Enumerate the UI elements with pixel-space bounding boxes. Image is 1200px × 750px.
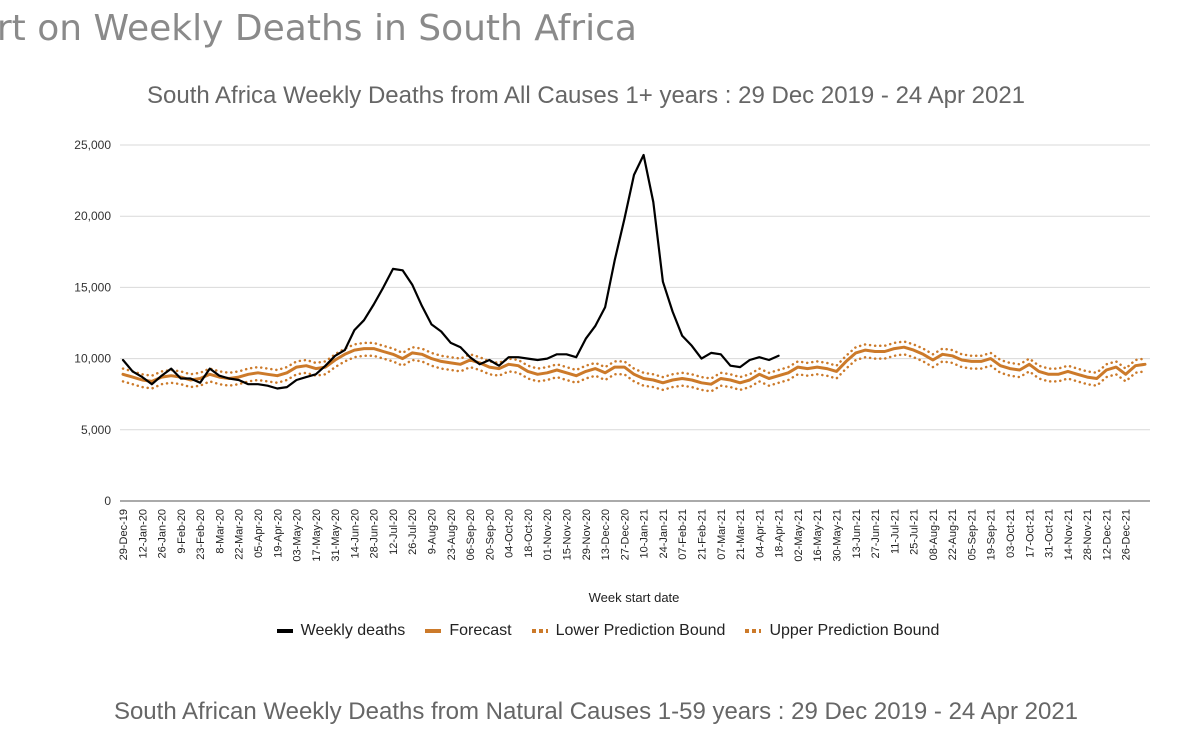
x-tick-label: 17-May-20 [311,509,323,562]
y-tick-label: 15,000 [74,280,111,294]
x-tick-label: 20-Sep-20 [484,509,496,560]
x-tick-label: 9-Feb-20 [176,509,188,554]
legend-item-lower-bound: Lower Prediction Bound [531,622,726,640]
x-tick-label: 13-Jun-21 [851,509,863,559]
x-tick-label: 30-May-21 [832,509,844,562]
forecast-line [121,345,1147,386]
y-tick-label: 0 [104,494,111,508]
x-tick-label: 23-Feb-20 [195,509,207,560]
x-tick-label: 28-Nov-21 [1082,509,1094,560]
x-tick-label: 01-Nov-20 [542,509,554,560]
upper-bound-line [121,340,1147,380]
weekly-deaths-line [121,153,780,390]
legend-swatch-forecast [425,629,442,633]
x-tick-label: 19-Apr-20 [272,509,284,558]
legend: Weekly deaths Forecast Lower Prediction … [0,622,1200,640]
legend-item-weekly-deaths: Weekly deaths [276,622,406,640]
x-tick-label: 31-Oct-21 [1044,509,1056,558]
x-tick-label: 12-Dec-21 [1101,509,1113,560]
x-tick-label: 08-Aug-21 [928,509,940,560]
x-tick-label: 22-Aug-21 [947,509,959,560]
lower-bound-line [121,353,1147,393]
y-axis: 0 5,000 10,000 15,000 20,000 25,000 [74,138,111,508]
x-tick-label: 07-Mar-21 [716,509,728,560]
legend-label-weekly-deaths: Weekly deaths [300,622,406,639]
x-tick-label: 29-Nov-20 [581,509,593,560]
x-tick-label: 25-Jul-21 [909,509,921,555]
x-tick-label: 06-Sep-20 [465,509,477,560]
x-tick-label: 16-May-21 [812,509,824,562]
gridlines [120,144,1150,502]
x-tick-label: 29-Dec-19 [118,509,130,560]
x-tick-label: 21-Mar-21 [735,509,747,560]
x-tick-label: 26-Jul-20 [407,509,419,555]
legend-label-forecast: Forecast [449,622,512,639]
page-title: port on Weekly Deaths in South Africa [0,8,637,49]
x-tick-label: 8-Mar-20 [214,509,226,554]
x-tick-label: 03-Oct-21 [1005,509,1017,558]
x-tick-label: 18-Apr-21 [774,509,786,558]
x-axis: 29-Dec-19 12-Jan-20 26-Jan-20 9-Feb-20 23-Fe… [118,509,1133,562]
x-tick-label: 27-Dec-20 [619,509,631,560]
legend-label-upper-bound: Upper Prediction Bound [769,622,940,639]
x-tick-label: 28-Jun-20 [369,509,381,559]
x-tick-label: 21-Feb-21 [697,509,709,560]
legend-swatch-weekly-deaths [276,629,293,633]
x-tick-label: 18-Oct-20 [523,509,535,558]
series-lines [121,153,1147,393]
y-tick-label: 5,000 [81,423,111,437]
x-tick-label: 10-Jan-21 [639,509,651,559]
legend-label-lower-bound: Lower Prediction Bound [555,622,726,639]
x-tick-label: 9-Aug-20 [427,509,439,554]
x-tick-label: 26-Dec-21 [1121,509,1133,560]
y-tick-label: 10,000 [74,352,111,366]
x-tick-label: 24-Jan-21 [658,509,670,559]
x-tick-label: 07-Feb-21 [677,509,689,560]
x-tick-label: 27-Jun-21 [870,509,882,559]
x-tick-label: 05-Apr-20 [253,509,265,558]
x-tick-label: 17-Oct-21 [1024,509,1036,558]
chart-title: South Africa Weekly Deaths from All Caus… [146,82,1026,109]
x-tick-label: 23-Aug-20 [446,509,458,560]
x-tick-label: 05-Sep-21 [967,509,979,560]
line-chart: 0 5,000 10,000 15,000 20,000 25,000 29-Dec-19… [74,138,1150,605]
x-axis-label: Week start date [589,590,680,605]
y-tick-label: 20,000 [74,209,111,223]
x-tick-label: 04-Apr-21 [754,509,766,558]
legend-swatch-lower-bound [531,629,548,633]
x-tick-label: 13-Dec-20 [600,509,612,560]
next-chart-title: South African Weekly Deaths from Natural… [113,698,1079,725]
x-tick-label: 02-May-21 [793,509,805,562]
legend-item-upper-bound: Upper Prediction Bound [745,622,939,640]
x-tick-label: 26-Jan-20 [157,509,169,559]
y-tick-label: 25,000 [74,138,111,152]
x-tick-label: 04-Oct-20 [504,509,516,558]
x-tick-label: 22-Mar-20 [234,509,246,560]
x-tick-label: 31-May-20 [330,509,342,562]
x-tick-label: 14-Jun-20 [349,509,361,559]
x-tick-label: 12-Jan-20 [137,509,149,559]
x-tick-label: 19-Sep-21 [986,509,998,560]
x-tick-label: 15-Nov-20 [562,509,574,560]
x-tick-label: 14-Nov-21 [1063,509,1075,560]
legend-item-forecast: Forecast [425,622,512,640]
x-tick-label: 11-Jul-21 [889,509,901,554]
legend-swatch-upper-bound [745,629,762,633]
x-tick-label: 12-Jul-20 [388,509,400,555]
x-tick-label: 03-May-20 [292,509,304,562]
